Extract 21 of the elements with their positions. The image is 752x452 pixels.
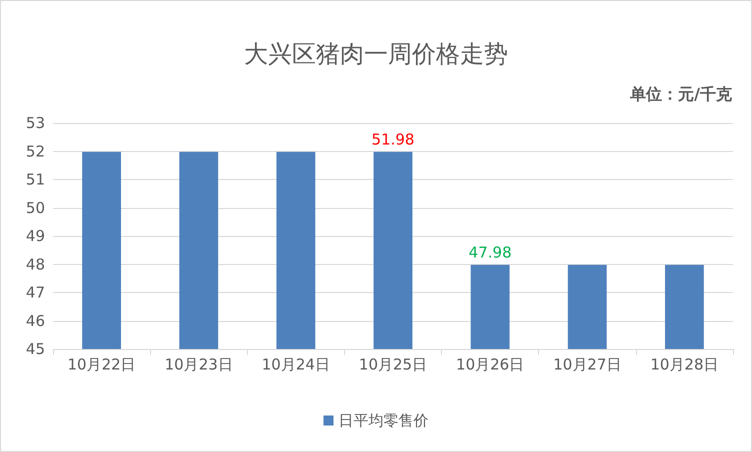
x-tick-label: 10月25日 (358, 356, 428, 374)
chart-title: 大兴区猪肉一周价格走势 (244, 40, 508, 68)
y-tick-label: 51 (26, 170, 45, 188)
x-tick-label: 10月26日 (456, 356, 524, 374)
data-label: 47.98 (468, 243, 512, 262)
x-tick-label: 10月27日 (553, 356, 622, 374)
x-tick-label: 10月22日 (67, 356, 136, 374)
x-tick-label: 10月23日 (164, 356, 233, 374)
y-tick-label: 45 (26, 340, 45, 358)
y-tick-label: 48 (26, 255, 45, 274)
data-label: 51.98 (372, 130, 414, 148)
legend-label: 日平均零售价 (338, 412, 428, 430)
y-tick-label: 46 (26, 312, 45, 330)
y-tick-label: 49 (26, 227, 45, 245)
y-tick-label: 47 (26, 284, 45, 302)
x-tick-label: 10月24日 (262, 356, 330, 374)
y-tick-label: 52 (26, 142, 45, 160)
y-tick-label: 53 (26, 114, 45, 132)
chart-subtitle: 单位：元/千克 (629, 84, 733, 104)
y-tick-label: 50 (26, 198, 45, 217)
x-tick-label: 10月28日 (650, 356, 719, 374)
